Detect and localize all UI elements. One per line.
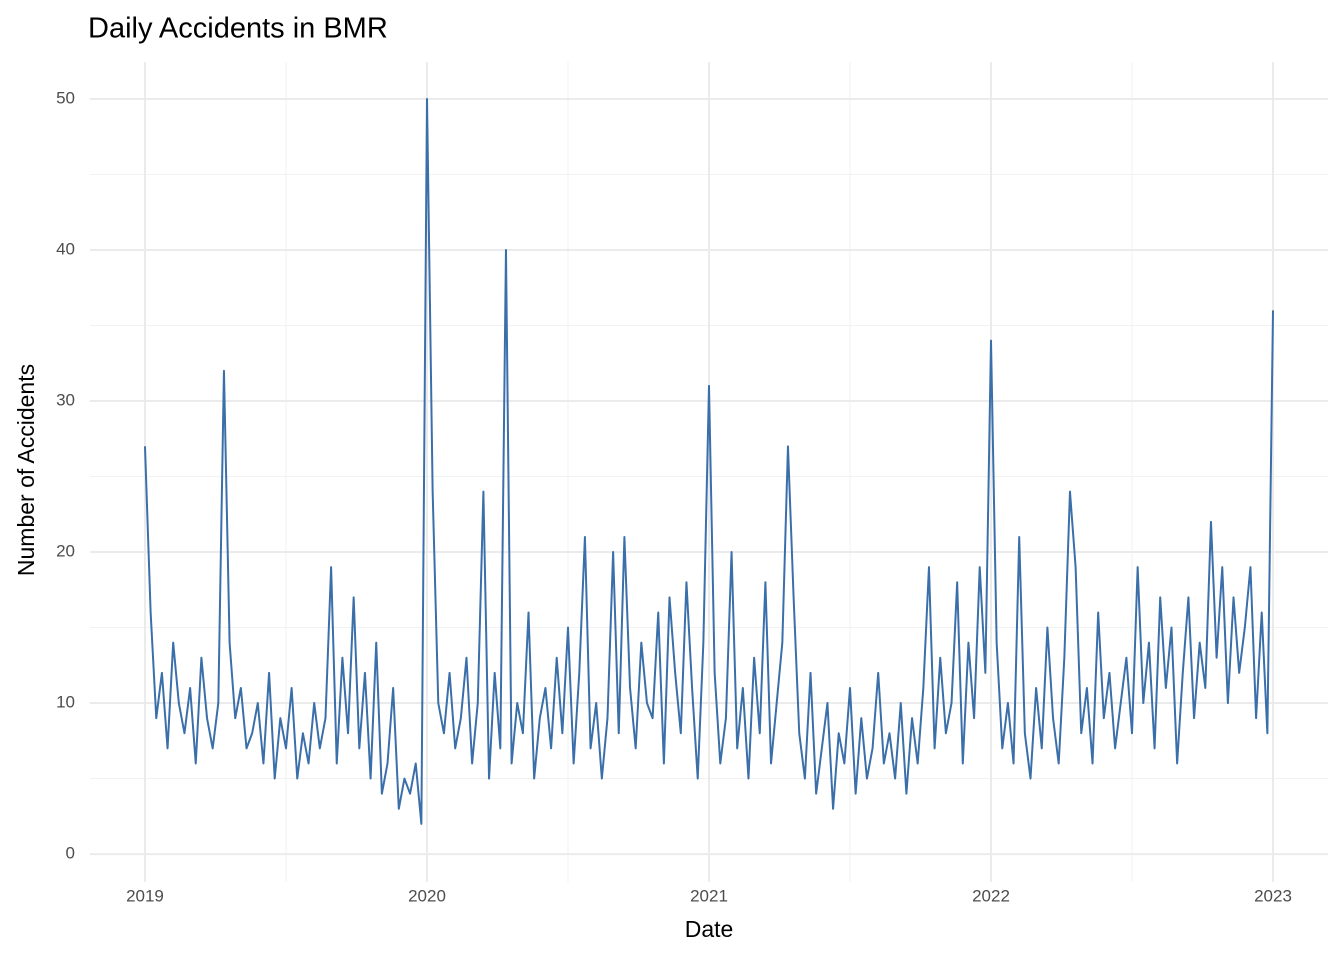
x-tick-label: 2020 — [408, 886, 446, 905]
x-tick-label: 2023 — [1254, 886, 1292, 905]
y-tick-label: 30 — [56, 391, 75, 410]
y-tick-label: 20 — [56, 542, 75, 561]
y-tick-label: 0 — [66, 844, 75, 863]
y-tick-label: 40 — [56, 239, 75, 258]
data-line — [143, 98, 1275, 825]
y-tick-label: 50 — [56, 88, 75, 107]
chart-title: Daily Accidents in BMR — [88, 13, 388, 45]
y-axis-title: Number of Accidents — [13, 364, 39, 576]
x-tick-label: 2021 — [690, 886, 728, 905]
y-tick-label: 10 — [56, 693, 75, 712]
x-tick-label: 2019 — [126, 886, 164, 905]
x-axis-title: Date — [685, 916, 734, 942]
x-tick-label: 2022 — [972, 886, 1010, 905]
